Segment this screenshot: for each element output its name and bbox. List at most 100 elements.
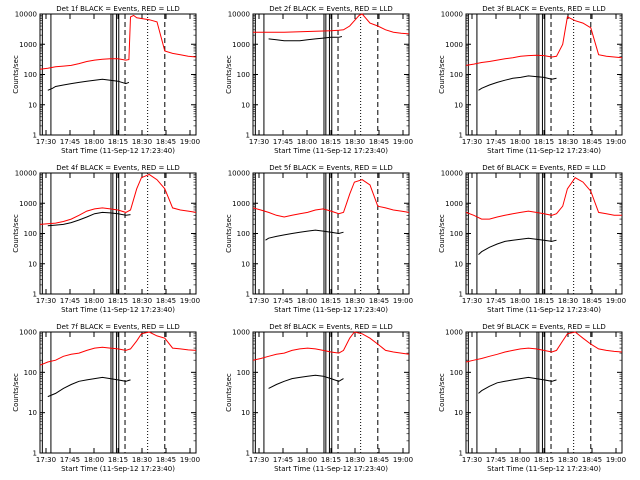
y-tick-label: 1000 <box>19 200 37 208</box>
x-tick-label: 18:30 <box>345 138 365 146</box>
y-tick-label: 10 <box>454 101 463 109</box>
x-tick-label: 17:30 <box>36 456 56 464</box>
y-tick-label: 1 <box>33 450 37 458</box>
y-tick-label: 1 <box>459 132 463 140</box>
plot-frame <box>39 13 197 136</box>
y-tick-label: 10 <box>28 260 37 268</box>
events-series-line <box>268 36 343 42</box>
events-series-line <box>47 376 131 398</box>
lld-series-line <box>39 173 197 225</box>
x-tick-label: 19:00 <box>180 138 200 146</box>
x-tick-label: 18:45 <box>156 456 176 464</box>
y-tick-label: 100 <box>24 230 37 238</box>
detector-panel: Det 7f BLACK = Events, RED = LLD 1 10 100 10… <box>12 323 200 473</box>
plot-frame <box>39 331 197 454</box>
y-tick-label: 1000 <box>232 329 250 337</box>
x-tick-label: 18:30 <box>132 138 152 146</box>
lld-series-line <box>465 16 623 66</box>
y-tick-label: 10000 <box>228 170 250 178</box>
x-tick-label: 18:15 <box>321 297 341 305</box>
x-tick-label: 18:00 <box>510 297 530 305</box>
y-tick-label: 100 <box>450 230 463 238</box>
y-axis-label: Counts/sec <box>225 55 233 94</box>
y-axis-label: Counts/sec <box>225 214 233 253</box>
x-tick-label: 17:45 <box>273 456 293 464</box>
x-tick-label: 19:00 <box>393 297 413 305</box>
y-axis-label: Counts/sec <box>438 55 446 94</box>
x-tick-label: 17:30 <box>249 297 269 305</box>
x-tick-label: 19:00 <box>606 456 626 464</box>
y-tick-label: 10 <box>454 409 463 417</box>
detector-panel: Det 6f BLACK = Events, RED = LLD 1 10 100 10… <box>438 164 626 314</box>
x-tick-label: 17:30 <box>36 138 56 146</box>
y-tick-label: 10 <box>28 409 37 417</box>
x-tick-label: 18:00 <box>84 456 104 464</box>
panel-title: Det 9f BLACK = Events, RED = LLD <box>482 323 605 331</box>
detector-panel: Det 3f BLACK = Events, RED = LLD 1 10 100 10… <box>438 5 626 155</box>
y-tick-label: 1 <box>246 291 250 299</box>
x-tick-label: 18:15 <box>108 456 128 464</box>
y-tick-label: 10000 <box>441 170 463 178</box>
panel-title: Det 3f BLACK = Events, RED = LLD <box>482 5 605 13</box>
plot-frame <box>252 172 410 295</box>
x-axis-label: Start Time (11-Sep-12 17:23:40) <box>274 147 388 155</box>
x-tick-label: 17:30 <box>36 297 56 305</box>
x-tick-label: 18:15 <box>534 297 554 305</box>
y-tick-label: 10000 <box>441 11 463 19</box>
y-tick-label: 1 <box>459 291 463 299</box>
x-axis-label: Start Time (11-Sep-12 17:23:40) <box>274 465 388 473</box>
lld-series-line <box>39 331 197 366</box>
x-tick-label: 18:00 <box>510 138 530 146</box>
x-axis-label: Start Time (11-Sep-12 17:23:40) <box>61 465 175 473</box>
x-tick-label: 18:30 <box>558 138 578 146</box>
y-tick-label: 1 <box>33 291 37 299</box>
events-series-line <box>478 237 557 255</box>
y-tick-label: 1000 <box>445 41 463 49</box>
x-tick-label: 18:45 <box>156 297 176 305</box>
x-tick-label: 18:00 <box>84 297 104 305</box>
y-tick-label: 10000 <box>228 11 250 19</box>
x-tick-label: 18:00 <box>297 138 317 146</box>
y-tick-label: 1 <box>459 450 463 458</box>
panel-title: Det 4f BLACK = Events, RED = LLD <box>56 164 179 172</box>
x-tick-label: 18:45 <box>582 456 602 464</box>
x-axis-label: Start Time (11-Sep-12 17:23:40) <box>61 306 175 314</box>
x-tick-label: 17:45 <box>486 138 506 146</box>
y-axis-label: Counts/sec <box>225 373 233 412</box>
y-tick-label: 1000 <box>445 200 463 208</box>
x-tick-label: 19:00 <box>606 138 626 146</box>
x-tick-label: 18:00 <box>297 297 317 305</box>
y-tick-label: 10 <box>28 101 37 109</box>
y-tick-label: 100 <box>237 71 250 79</box>
panel-title: Det 8f BLACK = Events, RED = LLD <box>269 323 392 331</box>
lld-series-line <box>39 14 197 70</box>
lld-series-line <box>465 177 622 220</box>
plot-frame <box>465 172 623 295</box>
x-tick-label: 18:45 <box>369 456 389 464</box>
events-series-line <box>478 75 557 91</box>
x-axis-label: Start Time (11-Sep-12 17:23:40) <box>274 306 388 314</box>
y-tick-label: 1 <box>33 132 37 140</box>
x-tick-label: 18:30 <box>558 456 578 464</box>
lld-series-line <box>253 13 410 35</box>
y-axis-label: Counts/sec <box>438 373 446 412</box>
y-tick-label: 100 <box>450 71 463 79</box>
x-tick-label: 17:30 <box>462 456 482 464</box>
detector-panel: Det 4f BLACK = Events, RED = LLD 1 10 100 10… <box>12 164 200 314</box>
lld-series-line <box>252 331 410 361</box>
x-tick-label: 17:45 <box>60 297 80 305</box>
y-tick-label: 1 <box>246 132 250 140</box>
panel-title: Det 6f BLACK = Events, RED = LLD <box>482 164 605 172</box>
x-tick-label: 18:15 <box>108 297 128 305</box>
events-series-line <box>47 78 130 91</box>
panel-title: Det 2f BLACK = Events, RED = LLD <box>269 5 392 13</box>
plot-frame <box>39 172 197 295</box>
x-tick-label: 17:45 <box>486 456 506 464</box>
x-tick-label: 18:15 <box>321 138 341 146</box>
y-tick-label: 10 <box>454 260 463 268</box>
x-tick-label: 19:00 <box>393 456 413 464</box>
y-tick-label: 10 <box>241 409 250 417</box>
y-tick-label: 1000 <box>232 200 250 208</box>
y-axis-label: Counts/sec <box>12 214 20 253</box>
